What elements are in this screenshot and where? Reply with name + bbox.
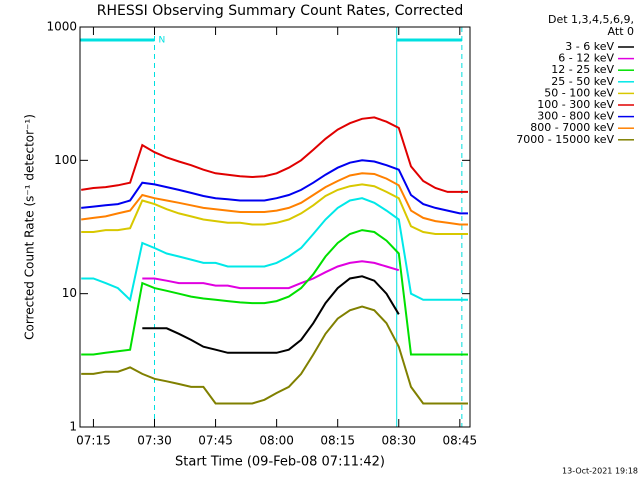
y-tick-label: 100 <box>54 153 77 167</box>
series-line <box>81 183 468 235</box>
legend-label: 7000 - 15000 keV <box>516 133 614 146</box>
y-tick-label: 10 <box>62 286 77 300</box>
x-tick-label: 07:45 <box>198 434 233 448</box>
x-tick-label: 08:15 <box>320 434 355 448</box>
plot-frame <box>79 26 471 428</box>
flag-label: N <box>158 36 165 46</box>
x-axis-label: Start Time (09-Feb-08 07:11:42) <box>175 455 385 470</box>
series-line <box>81 229 468 356</box>
y-tick-label: 1000 <box>46 20 77 34</box>
legend-label: 6 - 12 keV <box>558 52 614 65</box>
legend-label: 300 - 800 keV <box>537 110 614 123</box>
legend-header: Att 0 <box>608 25 634 38</box>
series-line <box>81 116 468 193</box>
legend-label: 25 - 50 keV <box>551 75 614 88</box>
x-tick-label: 08:45 <box>443 434 478 448</box>
series-line <box>142 260 400 290</box>
legend-label: 50 - 100 keV <box>544 86 614 99</box>
y-axis-label: Corrected Count Rate (s⁻¹ detector⁻¹) <box>23 114 37 340</box>
x-tick-label: 08:30 <box>381 434 416 448</box>
series-line <box>81 197 468 302</box>
x-tick-label: 07:15 <box>76 434 111 448</box>
legend-label: 12 - 25 keV <box>551 63 614 76</box>
legend-header: Det 1,3,4,5,6,9, <box>548 13 634 26</box>
legend-label: 100 - 300 keV <box>537 98 614 111</box>
series-line <box>142 275 400 354</box>
x-tick-label: 08:00 <box>259 434 294 448</box>
legend-label: 3 - 6 keV <box>565 40 614 53</box>
series-line <box>81 159 468 215</box>
x-tick-label: 07:30 <box>137 434 172 448</box>
series-line <box>81 305 468 405</box>
y-tick-label: 1 <box>69 420 77 434</box>
series-line <box>81 172 468 226</box>
timestamp: 13-Oct-2021 19:18 <box>562 467 638 476</box>
chart-title: RHESSI Observing Summary Count Rates, Co… <box>97 3 463 19</box>
legend-label: 800 - 7000 keV <box>530 121 614 134</box>
